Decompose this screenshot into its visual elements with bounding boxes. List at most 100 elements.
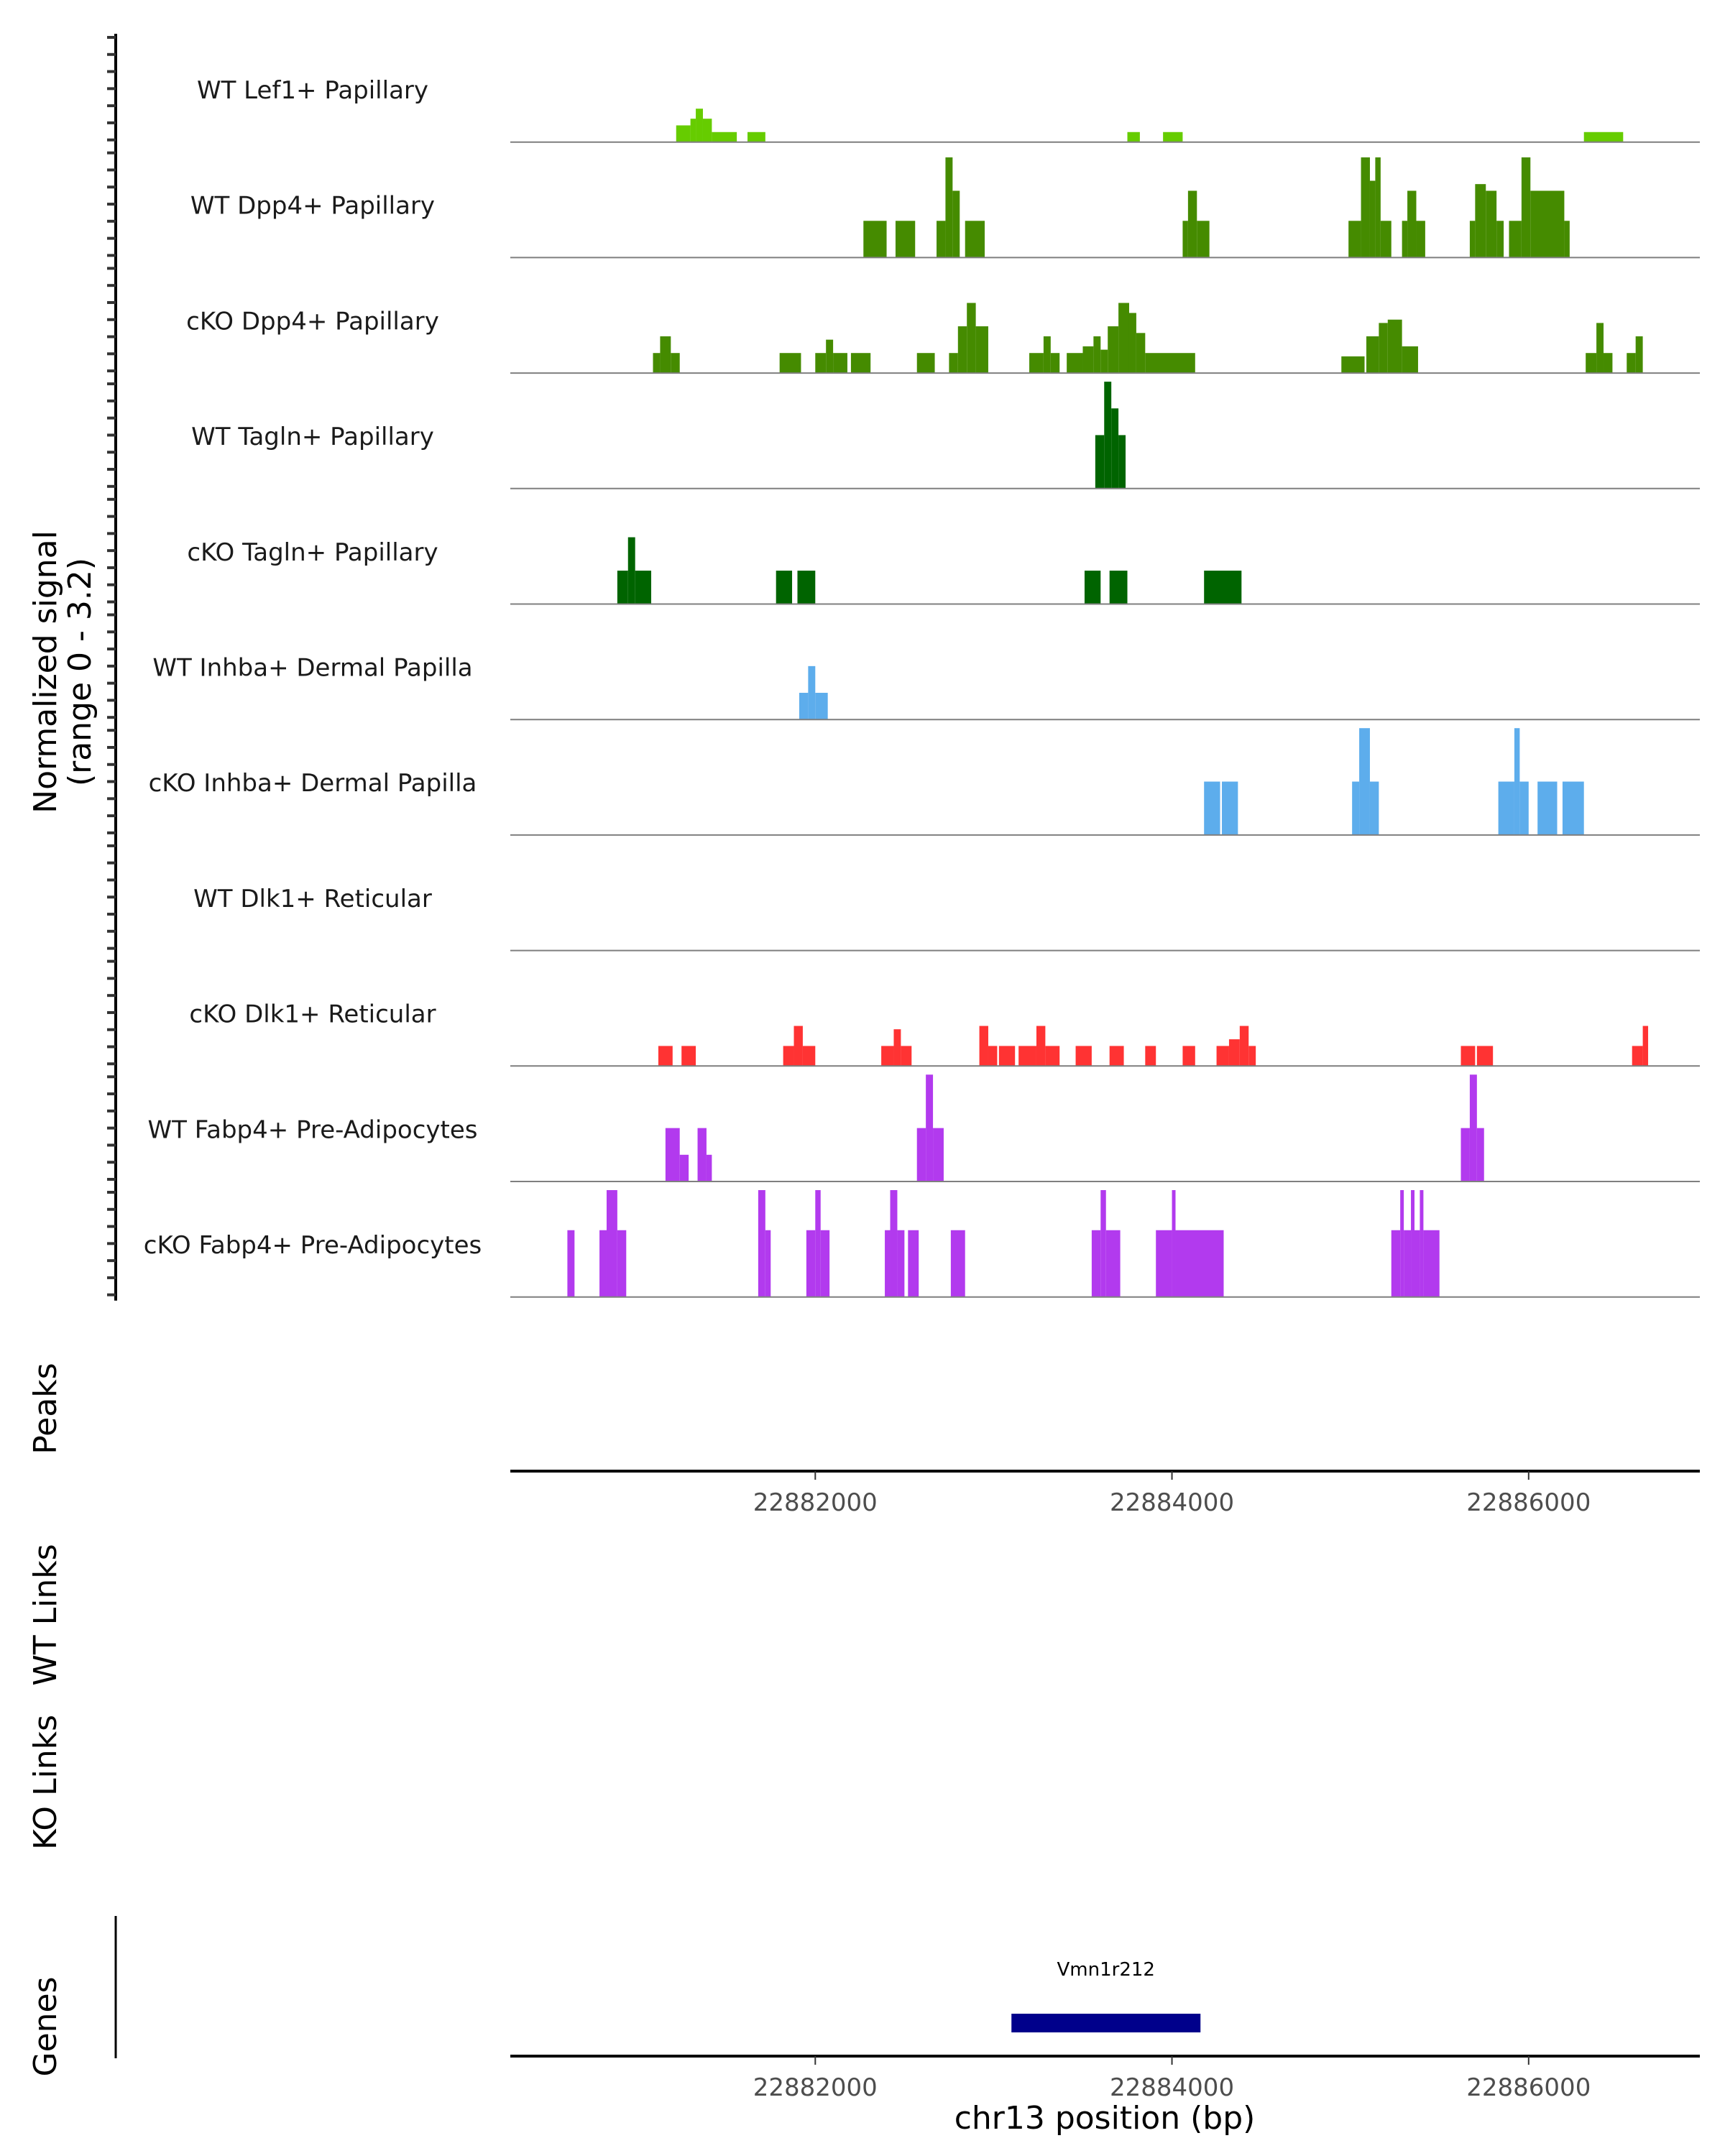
signal-bar <box>1100 349 1108 374</box>
signal-bar <box>1341 356 1365 374</box>
signal-bar <box>1104 382 1112 489</box>
signal-bar <box>1423 1230 1440 1297</box>
signal-bar <box>1402 221 1408 258</box>
signal-bar <box>950 1230 965 1297</box>
wt-links-panel-label: WT Links <box>27 1544 64 1685</box>
signal-bar <box>1204 571 1242 604</box>
signal-bar <box>1596 323 1604 374</box>
signal-bar <box>1136 333 1146 374</box>
signal-bar <box>1375 157 1381 258</box>
signal-bar <box>779 353 801 374</box>
signal-bar <box>1018 1046 1036 1067</box>
x-tick-label: 22886000 <box>1466 2073 1591 2102</box>
track-wt-fabp4-pre-adipocytes <box>510 1074 1700 1182</box>
x-axis-title: chr13 position (bp) <box>954 2100 1256 2137</box>
signal-bar <box>627 537 635 604</box>
signal-bar <box>1564 221 1570 258</box>
signal-bar <box>1604 353 1613 374</box>
signal-bar <box>1586 353 1597 374</box>
signal-bar <box>797 571 816 604</box>
signal-bar <box>617 571 628 604</box>
signal-bar <box>897 1230 905 1297</box>
track-label: cKO Dlk1+ Reticular <box>189 1000 436 1029</box>
ko-links-panel-label: KO Links <box>27 1715 64 1850</box>
signal-bar <box>1416 221 1425 258</box>
signal-bar <box>783 1046 794 1067</box>
signal-bar <box>1460 1128 1470 1181</box>
signal-bar <box>1642 1026 1649 1067</box>
signal-bar <box>1175 1230 1224 1297</box>
signal-bar <box>671 353 680 374</box>
signal-bar <box>696 109 703 142</box>
signal-bar <box>926 1074 934 1181</box>
signal-bar <box>1460 1046 1476 1067</box>
signal-bar <box>833 353 847 374</box>
x-axis-peaks-panel: 22882000 22884000 22886000 <box>510 1470 1700 1517</box>
signal-bar <box>799 693 809 720</box>
genes-panel-label: Genes <box>27 1976 64 2076</box>
signal-bar <box>1496 221 1504 258</box>
signal-bar <box>1182 1046 1195 1067</box>
signal-bar <box>1216 1046 1229 1067</box>
signal-bar <box>606 1190 617 1297</box>
signal-bar <box>1391 1230 1401 1297</box>
signal-bar <box>567 1230 575 1297</box>
signal-bar <box>1402 346 1418 374</box>
signal-bar <box>937 221 946 258</box>
signal-bar <box>1400 1190 1404 1297</box>
signal-bar <box>1404 1230 1412 1297</box>
signal-bar <box>1118 435 1126 489</box>
y-axis-title-line1: Normalized signal <box>27 530 64 814</box>
signal-bar <box>1498 781 1514 835</box>
signal-bar <box>1172 1190 1176 1297</box>
signal-bar <box>1156 1230 1172 1297</box>
signal-bar <box>1118 303 1129 374</box>
signal-bar <box>1127 132 1140 142</box>
track-cko-dpp4-papillary <box>510 303 1700 374</box>
signal-bar <box>1239 1026 1249 1067</box>
signal-bar <box>1509 221 1522 258</box>
signal-bar <box>850 353 871 374</box>
signal-bar <box>1128 313 1136 374</box>
signal-bar <box>653 353 661 374</box>
signal-bar <box>1043 336 1051 374</box>
signal-bar <box>758 1190 765 1297</box>
signal-bar <box>1248 1046 1256 1067</box>
track-label: WT Tagln+ Papillary <box>191 423 434 451</box>
signal-bar <box>1486 190 1497 258</box>
track-label: WT Dpp4+ Papillary <box>190 192 435 221</box>
signal-bar <box>635 571 652 604</box>
signal-bar <box>1197 221 1210 258</box>
signal-bar <box>1387 319 1402 374</box>
signal-bar <box>885 1230 891 1297</box>
signal-bar <box>893 1029 901 1067</box>
track-wt-lef1-papillary <box>510 109 1700 143</box>
signal-bar <box>1414 1230 1420 1297</box>
coverage-tracks <box>510 109 1700 1298</box>
x-tick-label: 22886000 <box>1466 1488 1591 1517</box>
signal-bar <box>1222 781 1238 835</box>
y-axis-title-line2: (range 0 - 3.2) <box>62 558 98 786</box>
signal-bar <box>815 1190 821 1297</box>
signal-bar <box>895 221 916 258</box>
track-label: WT Lef1+ Papillary <box>197 76 428 105</box>
signal-bar <box>697 1128 707 1181</box>
signal-bar <box>679 1154 689 1181</box>
signal-bar <box>676 125 691 142</box>
track-wt-tagln-papillary <box>510 382 1700 489</box>
signal-bar <box>1036 1026 1046 1067</box>
track-labels: WT Lef1+ Papillary WT Dpp4+ Papillary cKO … <box>144 76 482 1260</box>
signal-bar <box>802 1046 816 1067</box>
signal-bar <box>1109 1046 1124 1067</box>
signal-bar <box>952 190 960 258</box>
track-label: WT Fabp4+ Pre-Adipocytes <box>148 1115 478 1144</box>
signal-bar <box>1050 353 1060 374</box>
signal-bar <box>1380 221 1392 258</box>
signal-bar <box>1091 1230 1101 1297</box>
signal-bar <box>1228 1039 1240 1067</box>
signal-bar <box>1187 190 1197 258</box>
signal-bar <box>863 221 887 258</box>
signal-bar <box>1111 408 1119 489</box>
signal-bar <box>776 571 793 604</box>
